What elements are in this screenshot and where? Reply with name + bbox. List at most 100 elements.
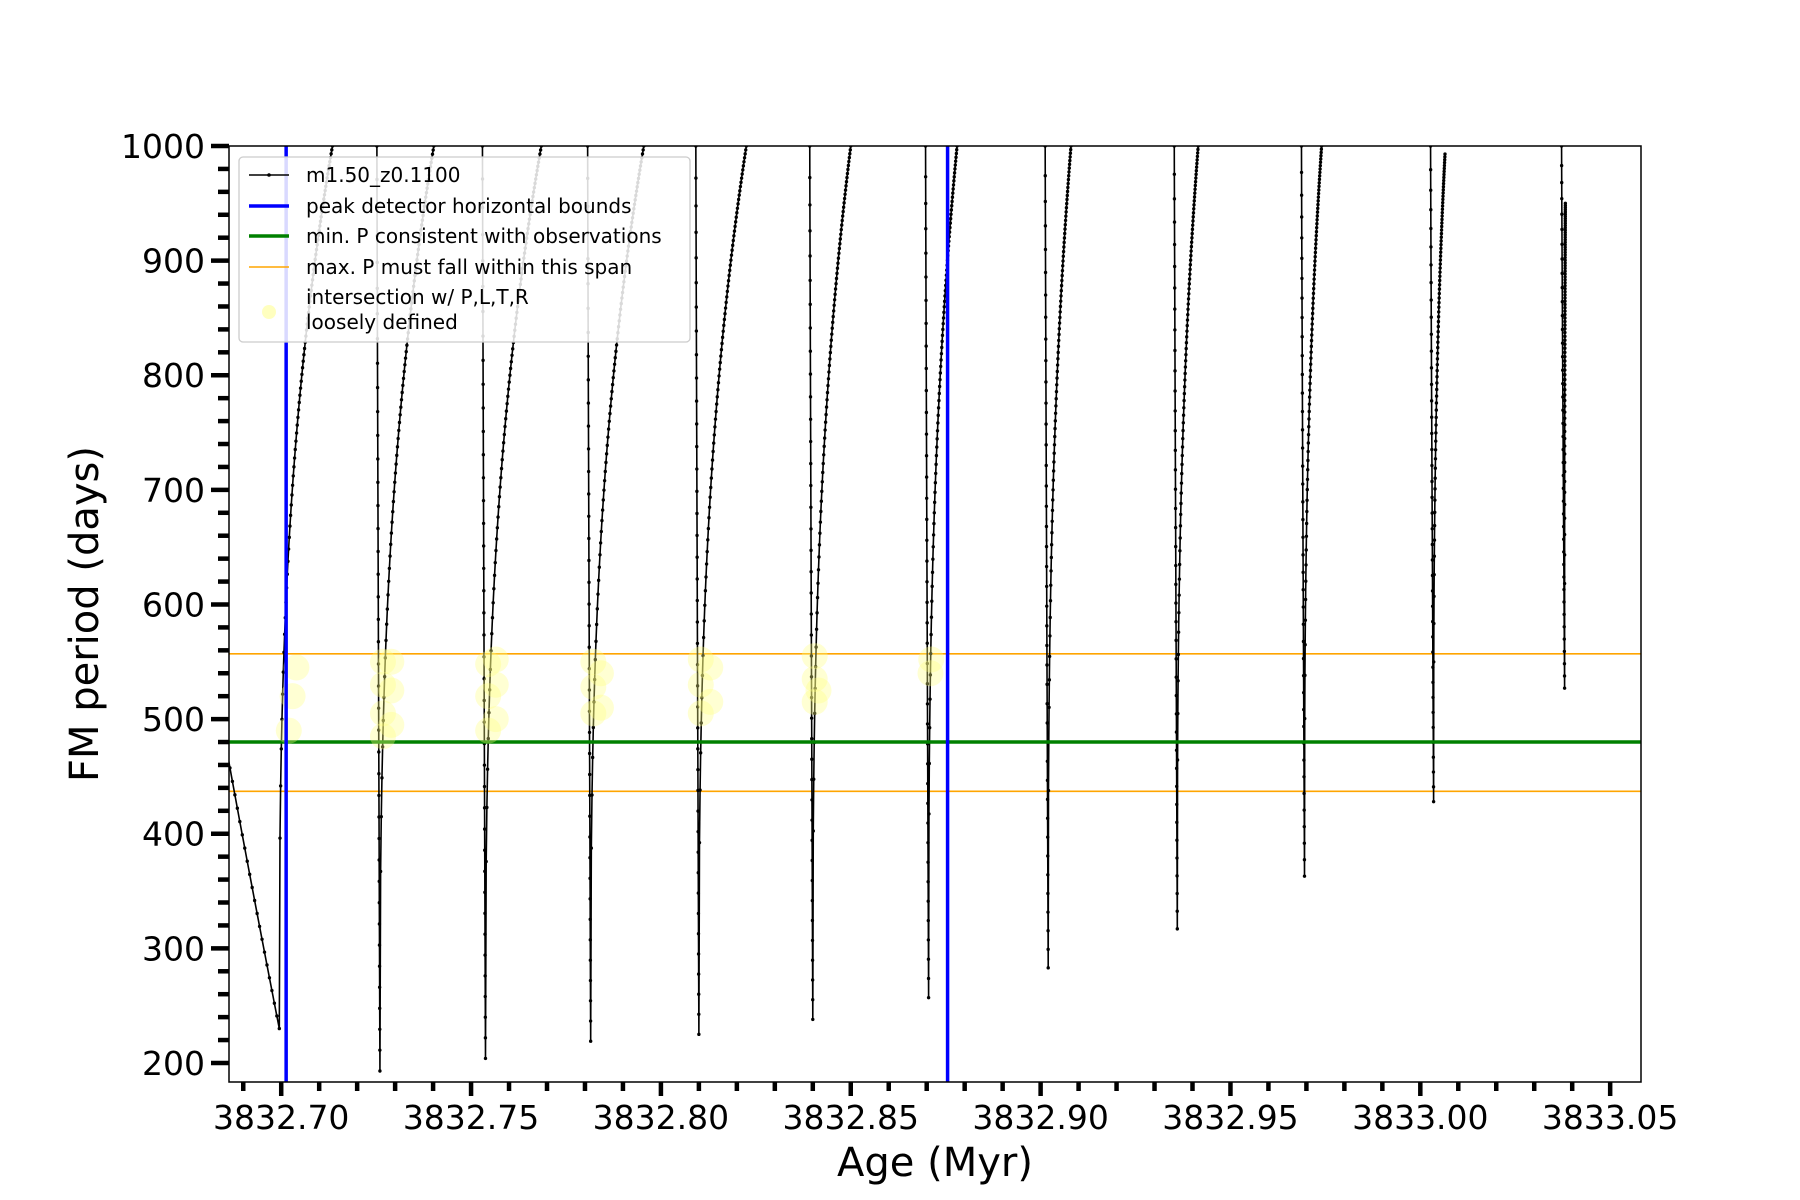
- y-tick-label: 800: [142, 356, 205, 395]
- model-point: [608, 404, 613, 408]
- model-point: [1429, 263, 1433, 267]
- model-point: [267, 976, 272, 980]
- model-point: [1433, 498, 1437, 502]
- model-point: [836, 256, 841, 260]
- model-point: [1562, 674, 1567, 678]
- model-point: [736, 202, 740, 206]
- model-point: [1563, 382, 1567, 387]
- model-point: [1563, 316, 1567, 320]
- model-point: [592, 677, 597, 682]
- model-point: [1184, 346, 1188, 351]
- model-point: [588, 999, 593, 1003]
- model-point: [833, 292, 837, 297]
- model-point: [695, 598, 699, 603]
- model-point: [1431, 680, 1435, 685]
- model-point: [736, 197, 741, 202]
- model-point: [1183, 359, 1188, 363]
- model-point: [482, 827, 487, 831]
- model-point: [1429, 366, 1434, 370]
- model-point: [490, 631, 494, 636]
- model-point: [1560, 313, 1565, 318]
- model-point: [235, 806, 240, 810]
- model-point: [1311, 296, 1315, 301]
- model-point: [377, 879, 381, 884]
- model-point: [940, 333, 945, 338]
- model-point: [587, 536, 591, 541]
- model-point: [1050, 531, 1054, 535]
- model-point: [1438, 266, 1442, 270]
- model-point: [1050, 519, 1054, 524]
- model-point: [712, 441, 716, 445]
- model-point: [729, 253, 734, 257]
- model-point: [296, 415, 300, 420]
- model-point: [809, 675, 814, 679]
- model-point: [587, 730, 592, 735]
- model-point: [925, 559, 929, 563]
- model-point: [1438, 262, 1443, 266]
- model-point: [403, 356, 408, 360]
- model-point: [696, 972, 701, 976]
- model-point: [1312, 277, 1316, 281]
- model-point: [1562, 649, 1567, 654]
- model-point: [1180, 471, 1184, 476]
- model-point: [730, 248, 734, 252]
- model-point: [587, 580, 591, 585]
- model-point: [1562, 612, 1566, 617]
- model-point: [1440, 217, 1444, 222]
- model-point: [1043, 224, 1048, 228]
- model-point: [1562, 532, 1567, 537]
- model-point: [1560, 299, 1565, 304]
- model-point: [814, 627, 819, 631]
- model-point: [592, 700, 596, 704]
- model-point: [1175, 758, 1180, 762]
- model-point: [1187, 277, 1192, 281]
- model-point: [695, 662, 700, 667]
- model-point: [377, 750, 381, 754]
- intersection-point: [801, 688, 828, 715]
- model-point: [596, 578, 601, 583]
- model-point: [1562, 686, 1567, 690]
- model-point: [586, 492, 591, 496]
- model-point: [484, 859, 488, 864]
- model-point: [706, 526, 711, 531]
- model-point: [1053, 434, 1057, 439]
- model-point: [483, 994, 487, 999]
- model-point: [814, 645, 818, 649]
- model-point: [1308, 375, 1312, 379]
- model-point: [1316, 199, 1320, 203]
- model-point: [1433, 487, 1437, 491]
- model-point: [483, 932, 487, 936]
- model-point: [1176, 679, 1180, 683]
- model-point: [597, 565, 601, 569]
- model-point: [397, 420, 402, 425]
- model-point: [491, 601, 495, 605]
- model-point: [1300, 391, 1305, 395]
- model-point: [1314, 229, 1319, 234]
- model-point: [1172, 264, 1177, 269]
- model-point: [377, 943, 382, 947]
- model-point: [1308, 388, 1312, 392]
- model-point: [482, 655, 486, 659]
- model-point: [1303, 643, 1307, 647]
- model-point: [726, 279, 731, 283]
- model-point: [482, 677, 486, 681]
- model-point: [607, 419, 611, 423]
- model-point: [1178, 549, 1182, 553]
- model-point: [727, 273, 731, 278]
- model-point: [739, 180, 743, 185]
- model-point: [1563, 350, 1567, 355]
- model-point: [1432, 621, 1436, 626]
- model-point: [587, 645, 591, 649]
- model-point: [586, 424, 591, 428]
- model-point: [722, 323, 726, 328]
- model-point: [395, 453, 399, 458]
- model-point: [1438, 254, 1443, 258]
- model-point: [1319, 154, 1323, 158]
- model-point: [950, 199, 954, 204]
- model-point: [1050, 508, 1055, 513]
- model-point: [1562, 490, 1567, 495]
- model-point: [1177, 577, 1182, 581]
- legend-swatch-model-marker: [267, 173, 271, 177]
- model-point: [848, 152, 852, 156]
- model-point: [377, 793, 381, 798]
